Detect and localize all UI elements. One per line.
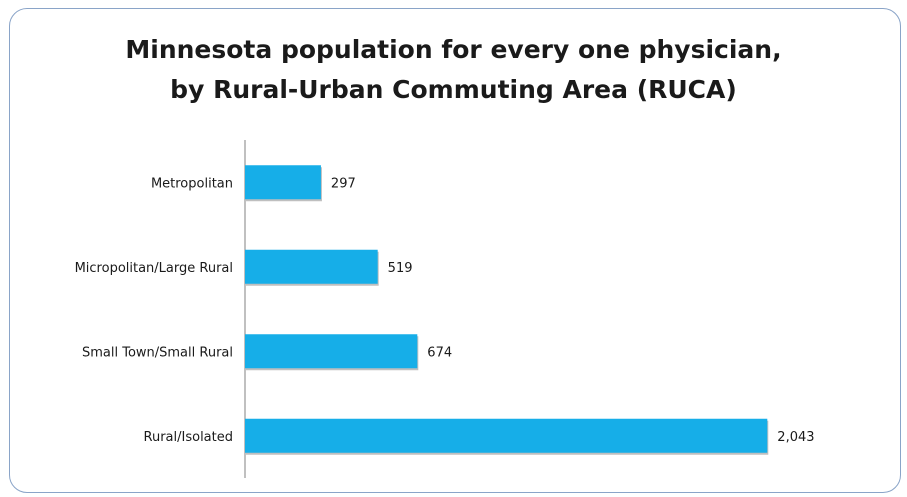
- bars-layer: Metropolitan 297 Micropolitan/Large Rural 5…: [75, 165, 815, 455]
- category-label: Metropolitan: [151, 176, 233, 191]
- category-label: Rural/Isolated: [144, 430, 233, 445]
- bar: [245, 334, 418, 369]
- value-label: 297: [331, 176, 356, 191]
- chart-title-line-1: Minnesota population for every one physi…: [125, 35, 782, 64]
- chart-frame: [9, 8, 901, 493]
- value-label: 519: [388, 261, 413, 276]
- category-label: Micropolitan/Large Rural: [75, 261, 233, 276]
- bar: [245, 165, 321, 200]
- bar: [245, 418, 768, 453]
- chart-title-line-2: by Rural-Urban Commuting Area (RUCA): [170, 75, 737, 104]
- category-label: Small Town/Small Rural: [82, 345, 233, 360]
- bar: [245, 249, 378, 284]
- value-label: 2,043: [777, 430, 814, 445]
- chart-title: Minnesota population for every one physi…: [0, 30, 907, 110]
- value-label: 674: [427, 345, 452, 360]
